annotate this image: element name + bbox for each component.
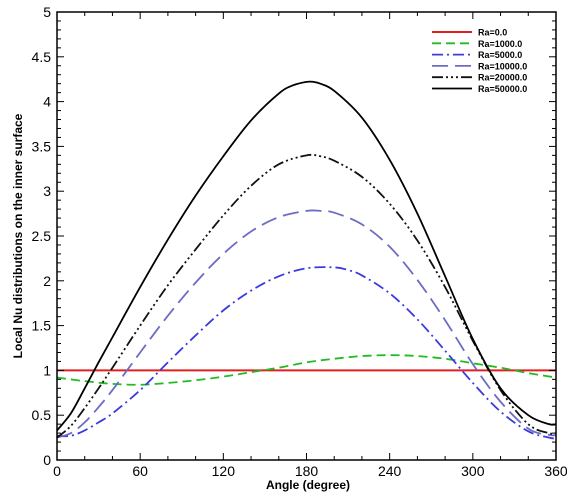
plot-background — [57, 12, 556, 460]
x-tick-label: 60 — [132, 463, 148, 479]
y-tick-label: 1.5 — [32, 318, 52, 334]
y-tick-label: 0.5 — [32, 407, 52, 423]
legend-label-2: Ra=5000.0 — [478, 50, 522, 60]
y-tick-label: 4 — [43, 94, 51, 110]
y-tick-label: 2 — [43, 273, 51, 289]
series-line-5 — [56, 80, 557, 432]
legend: Ra=0.0Ra=1000.0Ra=5000.0Ra=10000.0 Ra=200… — [432, 28, 527, 94]
y-tick-label: 1 — [43, 362, 51, 378]
legend-label-1: Ra=1000.0 — [478, 39, 522, 49]
legend-label-5: Ra=50000.0 — [478, 84, 527, 94]
x-tick-label: 0 — [53, 463, 61, 479]
x-tick-label: 180 — [295, 463, 319, 479]
series-layer — [56, 80, 557, 440]
x-tick-label: 360 — [544, 463, 567, 479]
y-tick-label: 3.5 — [32, 138, 52, 154]
y-tick-label: 0 — [43, 452, 51, 468]
y-tick-label: 5 — [43, 4, 51, 20]
legend-label-4: Ra=20000.0 — [478, 73, 527, 83]
x-tick-label: 240 — [378, 463, 402, 479]
x-tick-label: 120 — [212, 463, 236, 479]
legend-label-3: Ra=10000.0 — [478, 61, 527, 71]
legend-label-0: Ra=0.0 — [478, 28, 507, 38]
series-line-4 — [56, 153, 557, 439]
axes-layer: 0 60 120 180 240 300 360 0 0.5 1 1.5 2 2.5 3 3.5 4 4.5 5 — [32, 4, 567, 479]
x-tick-label: 300 — [461, 463, 485, 479]
y-tick-label: 4.5 — [32, 49, 52, 65]
y-tick-label: 3 — [43, 183, 51, 199]
y-axis-title: Local Nu distributions on the inner surf… — [11, 113, 25, 358]
y-tick-label: 2.5 — [32, 228, 52, 244]
series-line-2 — [56, 266, 557, 440]
series-line-3 — [56, 209, 557, 439]
x-axis-title: Angle (degree) — [266, 478, 350, 492]
plot-area — [57, 12, 556, 460]
